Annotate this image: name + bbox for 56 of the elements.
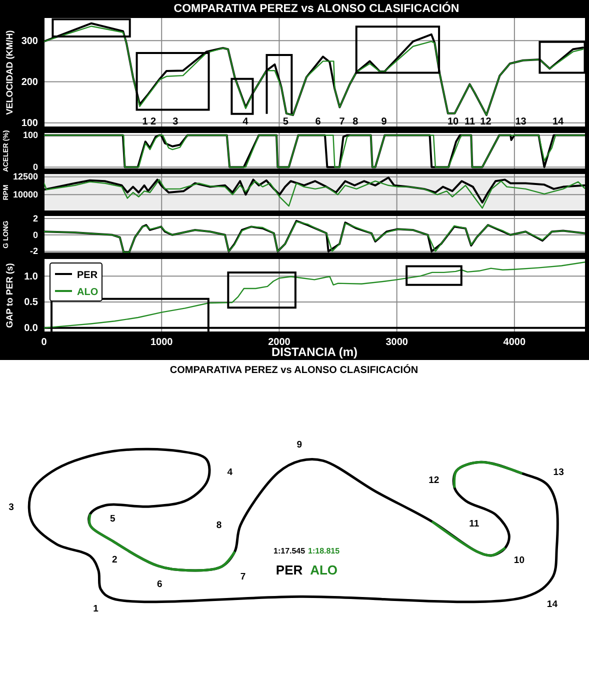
text: 3 bbox=[8, 502, 14, 514]
legend-label: ALO bbox=[77, 287, 98, 298]
y-tick-label: 10000 bbox=[12, 190, 38, 200]
text: COMPARATIVA PEREZ vs ALONSO CLASIFICACIÓN bbox=[170, 364, 418, 376]
text: PER bbox=[276, 562, 304, 578]
annotation: 7 bbox=[339, 116, 346, 128]
annotation: 1 2 bbox=[142, 116, 157, 128]
y-tick-label: 0.0 bbox=[24, 323, 38, 334]
y-tick-label: 2 bbox=[32, 213, 38, 224]
y-tick-label: 300 bbox=[21, 36, 38, 47]
y-tick-label: 200 bbox=[21, 76, 38, 88]
text: 8 bbox=[216, 520, 222, 531]
annotation: 5 bbox=[282, 116, 289, 128]
text: 4 bbox=[227, 467, 234, 478]
y-tick-label: 0 bbox=[32, 230, 38, 240]
annotation: 3 bbox=[172, 116, 179, 128]
text: 1:18.815 bbox=[308, 546, 340, 556]
annotation: 9 bbox=[381, 116, 388, 128]
text: 12 bbox=[428, 475, 440, 486]
y-tick-label: 12500 bbox=[12, 172, 38, 182]
text: 1 bbox=[93, 604, 100, 615]
y-tick-label: 0 bbox=[32, 162, 38, 172]
text: 14 bbox=[546, 599, 558, 610]
annotation: 14 bbox=[552, 116, 564, 128]
text: 11 bbox=[469, 518, 480, 530]
text: 6 bbox=[157, 579, 162, 590]
annotation: 11 bbox=[464, 116, 476, 128]
line-series bbox=[44, 179, 585, 209]
annotation: 10 bbox=[447, 116, 460, 128]
x-tick-label: 4000 bbox=[503, 337, 526, 348]
text: 2 bbox=[112, 554, 118, 566]
annotation: 4 bbox=[242, 116, 249, 128]
text: ALO bbox=[310, 562, 338, 578]
text: 5 bbox=[110, 513, 116, 524]
line-series bbox=[44, 262, 585, 328]
text: 9 bbox=[296, 439, 302, 450]
text: 7 bbox=[240, 571, 246, 582]
annotation: 6 bbox=[315, 116, 322, 128]
annotation: 13 bbox=[515, 116, 527, 128]
text: 10 bbox=[514, 555, 524, 566]
text: 13 bbox=[553, 467, 564, 478]
annotation: 8 bbox=[352, 116, 359, 128]
annotation: 12 bbox=[480, 116, 492, 128]
y-tick-label: 100 bbox=[21, 118, 38, 130]
y-tick-label: -2 bbox=[30, 246, 38, 256]
y-axis-title: VELOCIDAD (KM/H) bbox=[4, 30, 14, 115]
y-tick-label: 0.5 bbox=[24, 297, 38, 308]
legend-label: PER bbox=[77, 270, 98, 281]
x-tick-label: 3000 bbox=[386, 337, 408, 348]
x-tick-label: 1000 bbox=[150, 337, 174, 348]
x-tick-label: 0 bbox=[41, 337, 48, 348]
y-tick-label: 100 bbox=[22, 130, 38, 140]
y-axis-title: GAP to PER (s) bbox=[4, 263, 14, 328]
y-tick-label: 1.0 bbox=[24, 271, 38, 282]
chart-title: COMPARATIVA PEREZ vs ALONSO CLASIFICACIÓN bbox=[174, 1, 460, 15]
text: 1:17.545 bbox=[274, 546, 306, 556]
